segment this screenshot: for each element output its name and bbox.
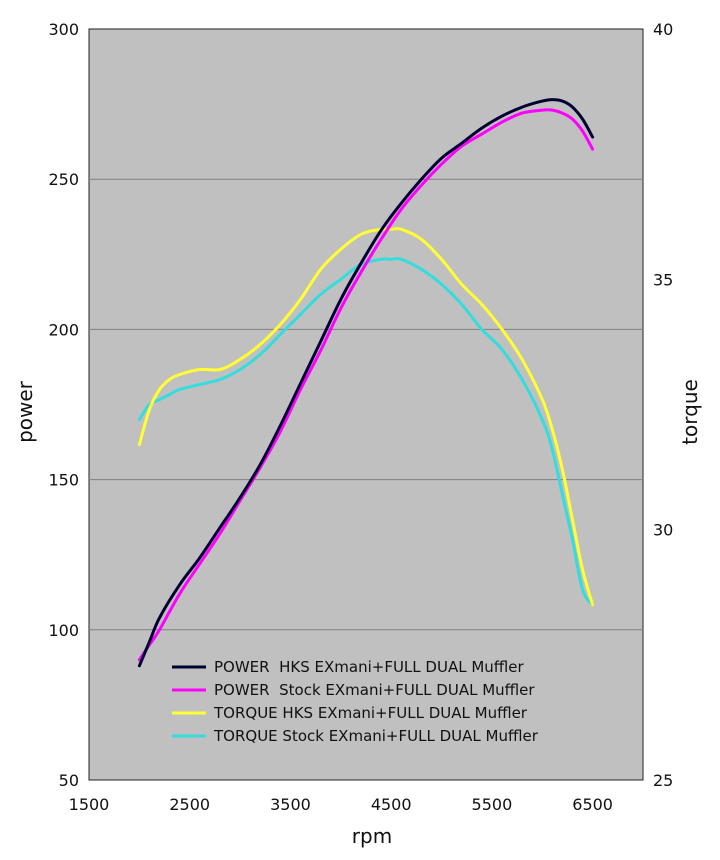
legend-label: TORQUE Stock EXmani+FULL DUAL Muffler [213,727,539,745]
y2-tick-label: 30 [653,521,673,540]
series-line [137,98,595,668]
y-tick-label: 150 [48,471,79,490]
y2-tick-label: 35 [653,270,673,289]
y-tick-label: 100 [48,621,79,640]
x-tick-label: 3500 [270,795,311,814]
plot-background [88,28,644,781]
series-line [137,108,595,662]
legend: POWER HKS EXmani+FULL DUAL Muffler POWER … [172,658,539,745]
y-tick-label: 50 [59,771,79,790]
y-axis-title: power [13,380,37,443]
legend-label: POWER HKS EXmani+FULL DUAL Muffler [214,658,525,676]
legend-label: POWER Stock EXmani+FULL DUAL Muffler [214,681,535,699]
y2-tick-label: 25 [653,771,673,790]
x-tick-label: 6500 [572,795,613,814]
x-tick-label: 2500 [169,795,210,814]
y2-tick-label: 40 [653,20,673,39]
gridlines [89,178,643,631]
series-layer [137,98,595,668]
y2-axis-title: torque [678,379,702,445]
x-axis-title: rpm [352,824,392,848]
left-axis-ticks: 50 100 150 200 250 300 [48,20,79,790]
x-tick-label: 4500 [371,795,412,814]
right-axis-ticks: 25 30 35 40 [653,20,673,790]
x-tick-label: 5500 [472,795,513,814]
series-line [137,257,595,607]
legend-label: TORQUE HKS EXmani+FULL DUAL Muffler [213,704,528,722]
y-tick-label: 200 [48,320,79,339]
x-axis-ticks: 1500 2500 3500 4500 5500 6500 [69,795,613,814]
y-tick-label: 250 [48,170,79,189]
x-tick-label: 1500 [69,795,110,814]
y-tick-label: 300 [48,20,79,39]
